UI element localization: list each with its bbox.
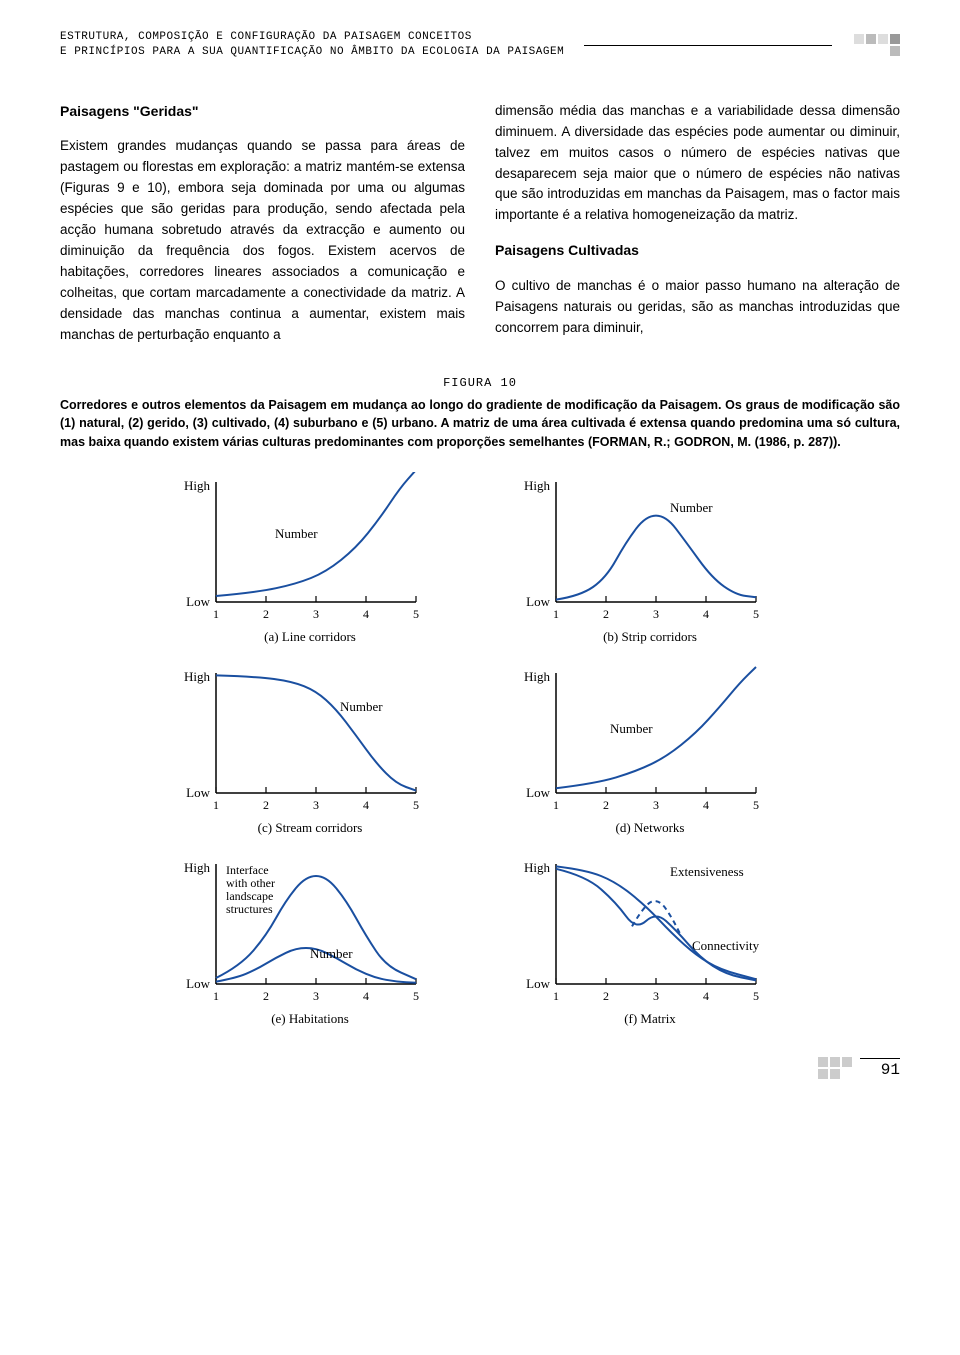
right-body2: O cultivo de manchas é o maior passo hum… — [495, 276, 900, 339]
svg-text:3: 3 — [313, 607, 319, 621]
svg-text:Low: Low — [186, 594, 210, 609]
svg-text:High: High — [184, 860, 211, 875]
svg-text:structures: structures — [226, 902, 273, 916]
charts-grid: HighLow12345Number(a) Line corridorsHigh… — [170, 472, 790, 1027]
svg-text:3: 3 — [653, 607, 659, 621]
svg-text:1: 1 — [213, 989, 219, 1003]
right-body1: dimensão média das manchas e a variabili… — [495, 101, 900, 227]
chart-subtitle-c: (c) Stream corridors — [170, 820, 450, 836]
svg-text:Low: Low — [526, 594, 550, 609]
svg-text:2: 2 — [263, 989, 269, 1003]
chart-a: High Low1 2 3 4 5 Number (a) Line corridors — [170, 472, 450, 645]
svg-text:Interface: Interface — [226, 863, 269, 877]
svg-text:High: High — [184, 478, 211, 493]
right-column: dimensão média das manchas e a variabili… — [495, 101, 900, 346]
svg-text:1: 1 — [553, 798, 559, 812]
svg-text:5: 5 — [753, 989, 759, 1003]
svg-text:Number: Number — [670, 500, 713, 515]
figure-label: figura 10 — [60, 376, 900, 390]
svg-text:2: 2 — [603, 989, 609, 1003]
chart-subtitle-e: (e) Habitations — [170, 1011, 450, 1027]
svg-text:Number: Number — [340, 699, 383, 714]
right-heading: Paisagens Cultivadas — [495, 240, 900, 262]
svg-text:Number: Number — [310, 946, 353, 961]
svg-text:3: 3 — [313, 798, 319, 812]
svg-text:3: 3 — [653, 989, 659, 1003]
svg-text:1: 1 — [553, 607, 559, 621]
svg-text:Number: Number — [275, 526, 318, 541]
footer-deco — [818, 1057, 852, 1079]
svg-text:Low: Low — [526, 785, 550, 800]
svg-text:High: High — [524, 669, 551, 684]
svg-text:Number: Number — [610, 721, 653, 736]
svg-text:High: High — [524, 478, 551, 493]
svg-text:Connectivity: Connectivity — [692, 938, 760, 953]
chart-subtitle-f: (f) Matrix — [510, 1011, 790, 1027]
svg-text:4: 4 — [703, 798, 709, 812]
svg-text:with other: with other — [226, 876, 275, 890]
svg-text:2: 2 — [263, 607, 269, 621]
svg-text:High: High — [184, 669, 211, 684]
left-heading: Paisagens "Geridas" — [60, 101, 465, 123]
figure-caption: Corredores e outros elementos da Paisage… — [60, 396, 900, 452]
svg-text:Low: Low — [186, 976, 210, 991]
chart-b: High Low1 2 3 4 5 Number (b) Strip corridors — [510, 472, 790, 645]
chart-c: High Low1 2 3 4 5 Number (c) Stream corridors — [170, 663, 450, 836]
svg-text:landscape: landscape — [226, 889, 273, 903]
svg-text:2: 2 — [263, 798, 269, 812]
svg-text:Low: Low — [186, 785, 210, 800]
chart-f: High Low1 2 3 4 5 Extensiveness Connectivity (f)… — [510, 854, 790, 1027]
svg-text:2: 2 — [603, 607, 609, 621]
svg-text:Extensiveness: Extensiveness — [670, 864, 744, 879]
header-deco — [852, 34, 900, 56]
svg-text:4: 4 — [703, 607, 709, 621]
svg-text:4: 4 — [363, 989, 369, 1003]
svg-text:3: 3 — [653, 798, 659, 812]
header-line2: e princípios para a sua quantificação no… — [60, 46, 564, 58]
page-header: Estrutura, composição e configuração da … — [60, 30, 900, 61]
svg-text:5: 5 — [753, 798, 759, 812]
svg-text:2: 2 — [603, 798, 609, 812]
svg-text:4: 4 — [703, 989, 709, 1003]
svg-text:5: 5 — [413, 989, 419, 1003]
header-line1: Estrutura, composição e configuração da … — [60, 31, 472, 43]
chart-subtitle-a: (a) Line corridors — [170, 629, 450, 645]
body-columns: Paisagens "Geridas" Existem grandes muda… — [60, 101, 900, 346]
chart-subtitle-d: (d) Networks — [510, 820, 790, 836]
left-body: Existem grandes mudanças quando se passa… — [60, 136, 465, 345]
svg-text:1: 1 — [213, 798, 219, 812]
header-title: Estrutura, composição e configuração da … — [60, 30, 564, 61]
chart-e: High Low1 2 3 4 5 Number Interfacewith otherlan… — [170, 854, 450, 1027]
svg-text:1: 1 — [213, 607, 219, 621]
svg-text:3: 3 — [313, 989, 319, 1003]
page-number: 91 — [860, 1058, 900, 1079]
svg-text:4: 4 — [363, 798, 369, 812]
chart-d: High Low1 2 3 4 5 Number (d) Networks — [510, 663, 790, 836]
chart-subtitle-b: (b) Strip corridors — [510, 629, 790, 645]
left-column: Paisagens "Geridas" Existem grandes muda… — [60, 101, 465, 346]
header-rule — [584, 45, 832, 46]
svg-text:4: 4 — [363, 607, 369, 621]
page-footer: 91 — [60, 1057, 900, 1079]
svg-text:5: 5 — [413, 798, 419, 812]
svg-text:5: 5 — [413, 607, 419, 621]
svg-text:Low: Low — [526, 976, 550, 991]
svg-text:5: 5 — [753, 607, 759, 621]
svg-text:1: 1 — [553, 989, 559, 1003]
svg-text:High: High — [524, 860, 551, 875]
